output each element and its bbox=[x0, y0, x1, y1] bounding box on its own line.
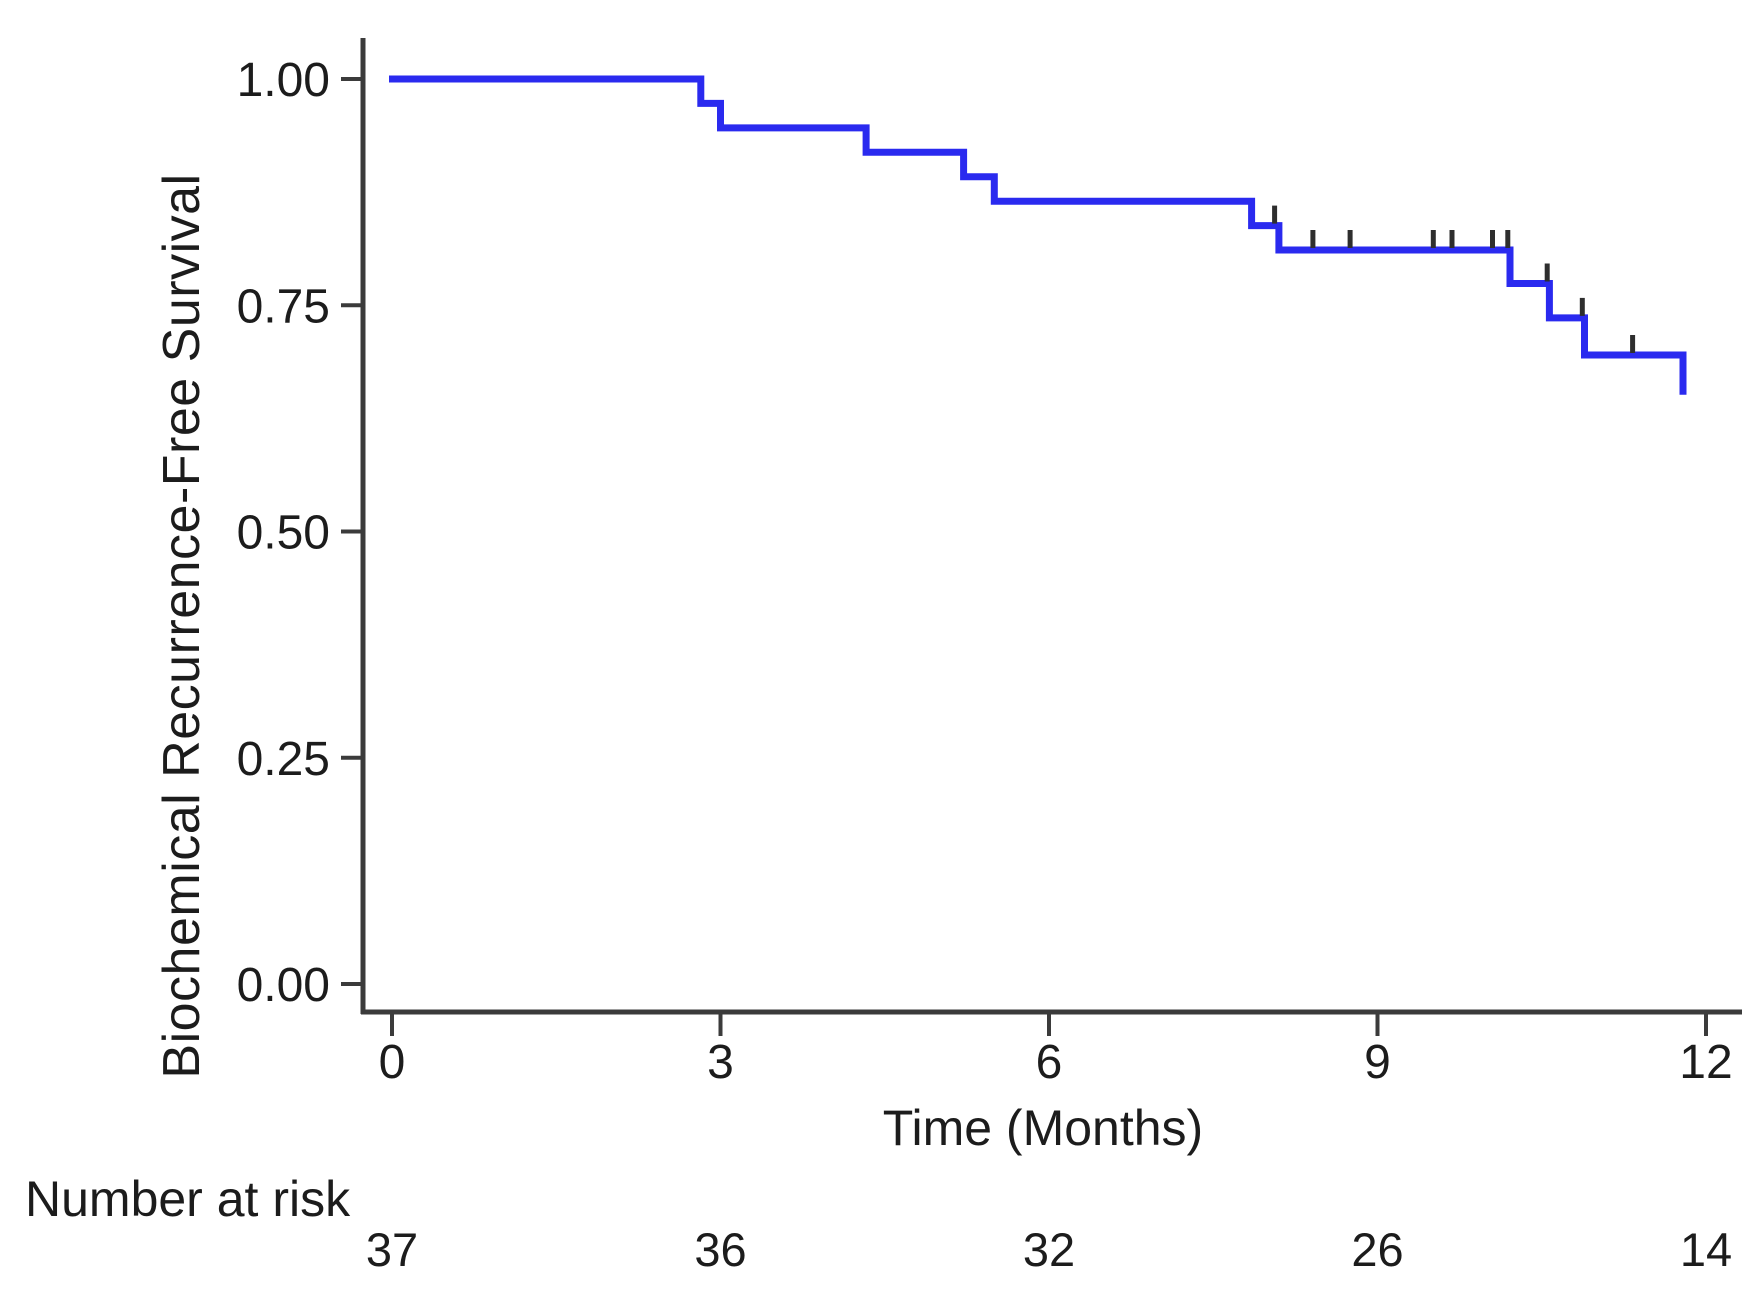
y-tick-label: 0.75 bbox=[237, 280, 330, 333]
risk-count: 26 bbox=[1351, 1223, 1403, 1276]
x-tick-label: 12 bbox=[1679, 1036, 1732, 1089]
y-axis-title: Biochemical Recurrence-Free Survival bbox=[153, 173, 211, 1079]
x-tick-label: 9 bbox=[1364, 1036, 1391, 1089]
risk-count: 14 bbox=[1680, 1223, 1732, 1276]
risk-table-label: Number at risk bbox=[25, 1171, 351, 1227]
x-axis-title: Time (Months) bbox=[882, 1100, 1204, 1156]
y-tick-label: 0.00 bbox=[237, 959, 330, 1012]
y-tick-label: 0.50 bbox=[237, 507, 330, 560]
risk-count: 32 bbox=[1023, 1223, 1075, 1276]
y-tick-label: 1.00 bbox=[237, 54, 330, 107]
x-tick-label: 0 bbox=[379, 1036, 406, 1089]
risk-count: 37 bbox=[366, 1223, 418, 1276]
x-tick-label: 3 bbox=[707, 1036, 734, 1089]
risk-count: 36 bbox=[694, 1223, 746, 1276]
y-tick-label: 0.25 bbox=[237, 733, 330, 786]
survival-curve bbox=[389, 75, 1687, 395]
x-tick-label: 6 bbox=[1036, 1036, 1063, 1089]
